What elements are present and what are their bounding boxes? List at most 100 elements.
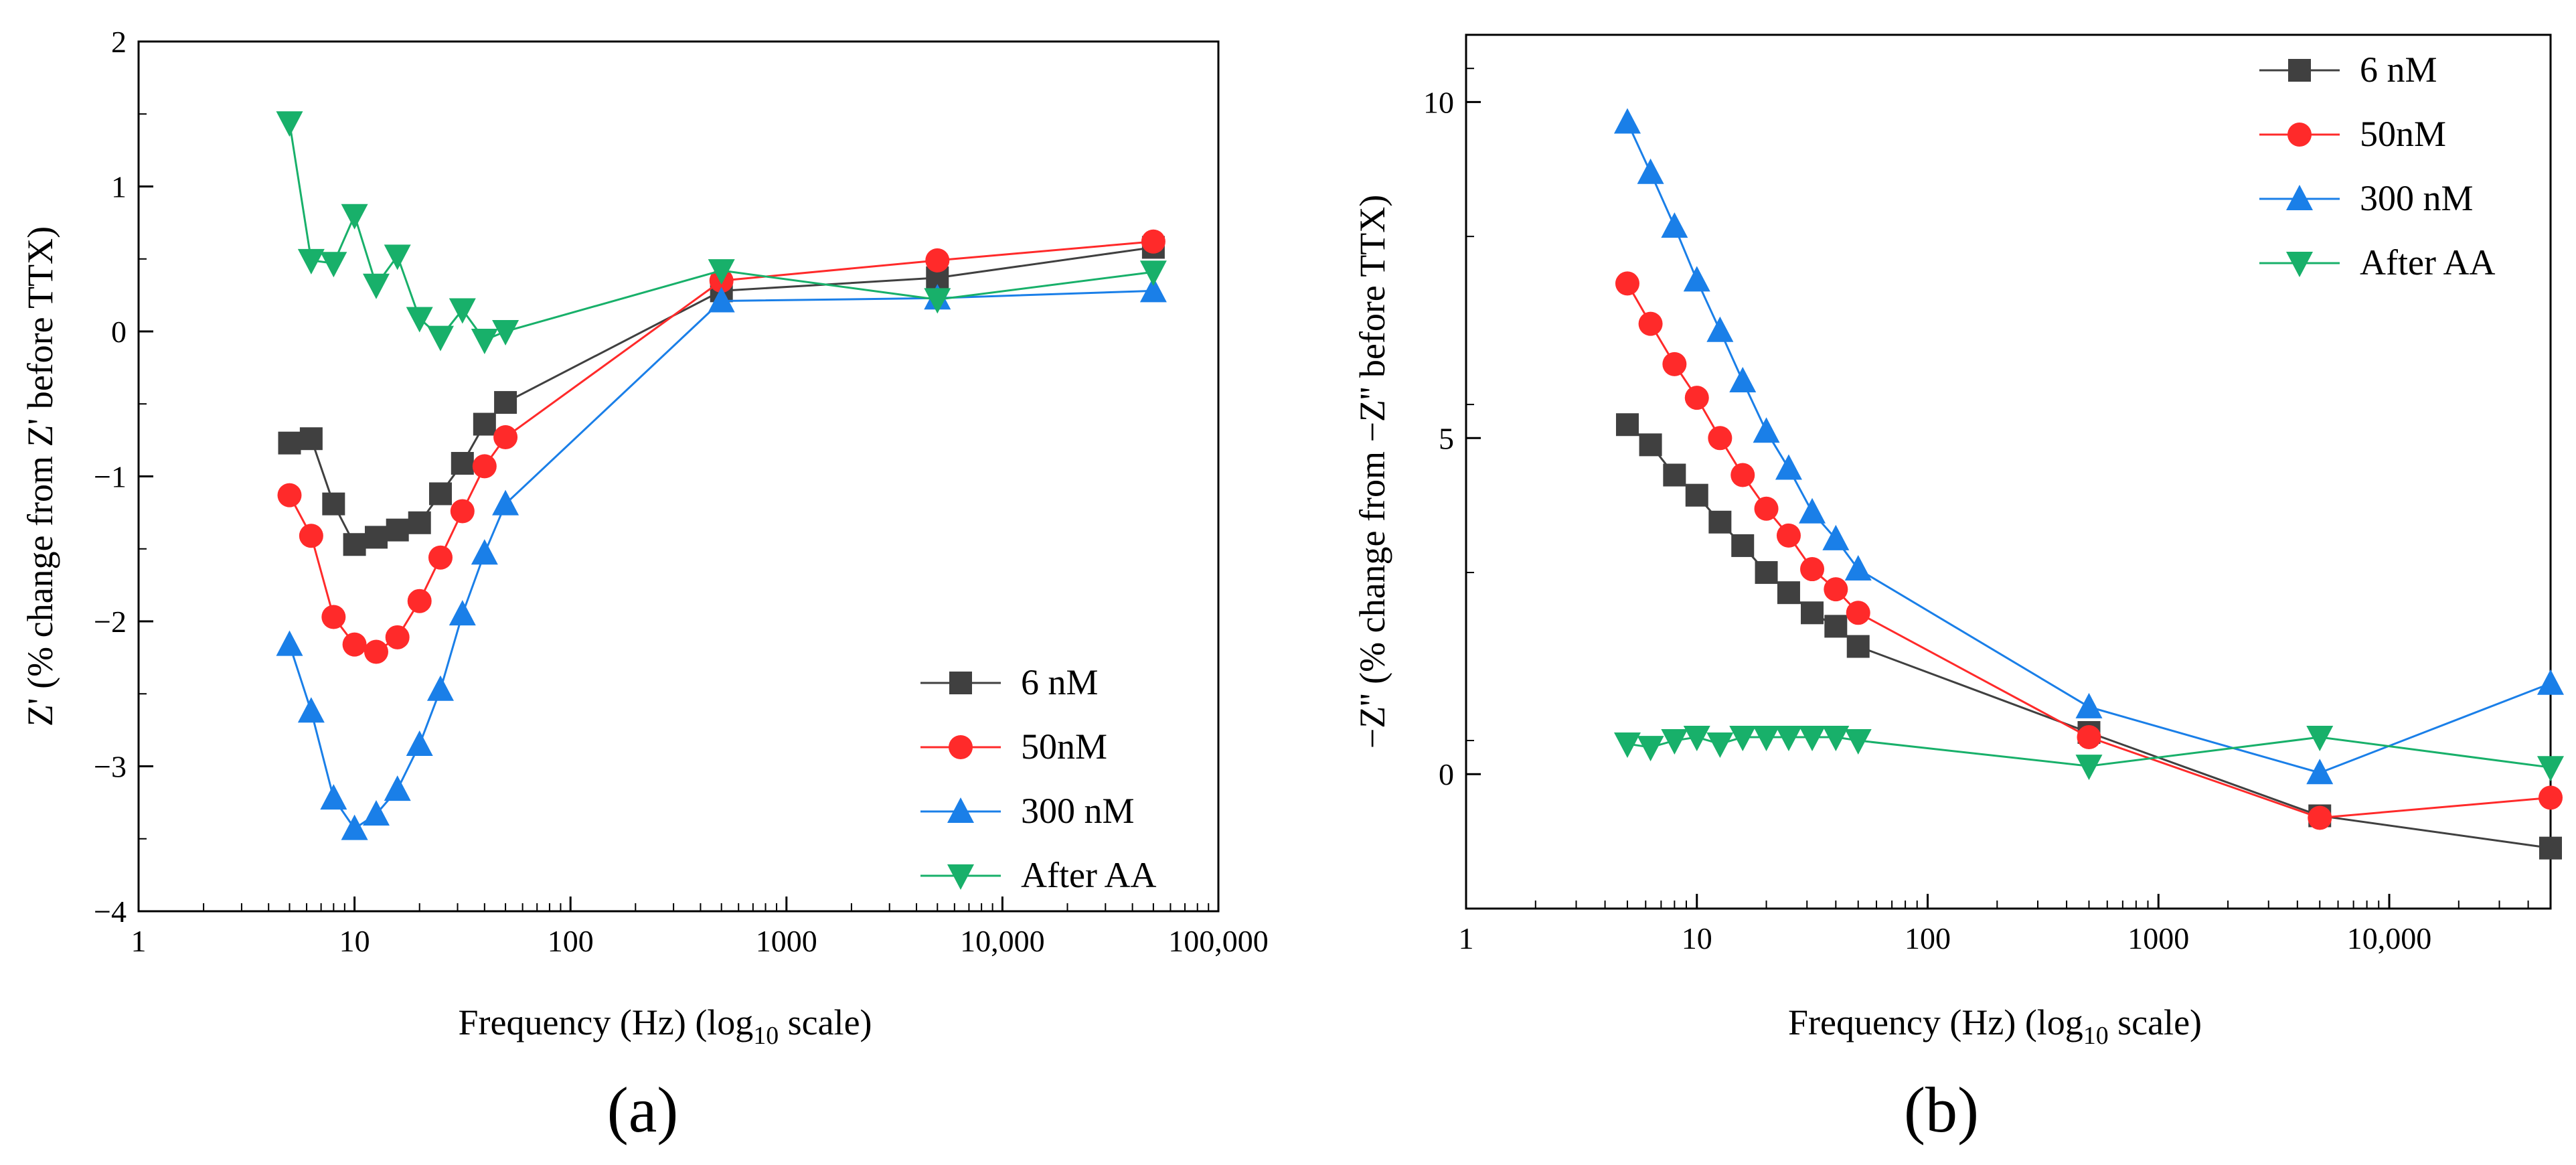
x-tick-label: 10,000 [2347,921,2432,955]
data-point [2537,669,2564,695]
x-axis-label-sub: 10 [2083,1022,2109,1050]
data-point [1775,726,1802,752]
data-point [1846,601,1870,625]
y-tick-label: 10 [1423,85,1454,119]
data-point [450,499,475,524]
data-point [1141,229,1165,254]
data-point [1801,601,1824,625]
legend: 6 nM 50nM 300 nM After AA [2259,50,2495,283]
data-point [473,412,496,436]
legend-label: 300 nM [1021,791,1135,831]
data-point [1615,413,1639,437]
series-50nm [277,229,1165,664]
x-tick-label: 1 [131,924,147,958]
data-point [1706,316,1734,342]
data-point [341,814,368,840]
data-point [471,328,498,354]
data-point [1613,732,1641,759]
data-point [1613,108,1641,134]
data-point [1683,266,1710,292]
data-point [1708,426,1733,451]
data-point [406,307,433,333]
data-point [384,244,411,270]
panel-label-a: (a) [607,1074,679,1146]
data-point [449,600,476,626]
data-point [494,391,517,414]
panel-label-b: (b) [1904,1074,1979,1146]
data-point [1639,433,1662,457]
data-point [1824,615,1848,638]
series-after-aa [276,111,1167,354]
data-point [384,775,411,801]
data-point [1684,386,1709,410]
data-point [2539,836,2562,860]
data-point [1824,577,1848,602]
x-tick-label: 10 [1682,921,1712,955]
data-point [449,298,476,324]
y-tick-label: −4 [94,895,127,929]
x-axis-label-sub: 10 [753,1022,779,1050]
legend-marker [947,864,974,890]
data-point [1706,732,1734,759]
chart-a: 1 10 100 1000 10,000 100,000 −4 −3 −2 −1 0 1 2 Freque… [20,25,1269,1050]
data-point [342,632,367,657]
data-point [492,320,519,345]
legend: 6 nM 50nM 300 nM After AA [920,662,1156,895]
legend-marker [947,797,974,823]
legend-label: After AA [1021,855,1156,895]
data-point [1753,726,1780,752]
data-point [1637,158,1664,184]
data-point [278,431,301,455]
x-tick-label: 100,000 [1168,924,1269,958]
data-point [408,511,431,534]
legend-marker [949,735,973,759]
data-point [362,799,390,826]
data-point [1139,277,1167,303]
x-axis-label-tail: scale) [779,1002,872,1042]
data-point [1139,260,1167,287]
data-point [1663,463,1686,487]
data-point [2075,755,2103,781]
legend-label: 6 nM [1021,662,1099,702]
legend-label: After AA [2360,242,2495,283]
data-point [1799,726,1826,752]
data-point [276,630,303,656]
data-point [343,533,366,556]
y-tick-label: −2 [94,605,127,639]
data-point [320,784,347,810]
data-point [320,252,347,278]
data-point [299,427,323,451]
data-point [1822,524,1850,550]
data-point [386,518,409,542]
x-axis-label-main: Frequency (Hz) (log [1788,1002,2083,1042]
data-point [406,730,433,757]
x-axis-label-main: Frequency (Hz) (log [458,1002,753,1042]
x-tick-label: 10,000 [960,924,1045,958]
data-point [2077,725,2101,750]
data-point [1685,483,1708,507]
data-point [2537,756,2564,782]
x-tick-label: 1 [1459,921,1474,955]
data-point [1777,581,1800,605]
legend-marker [2286,252,2313,277]
data-point [1844,729,1872,755]
data-point [1638,311,1663,336]
data-point [472,454,497,479]
data-point [708,287,735,313]
x-tick-label: 10 [339,924,370,958]
data-point [297,248,325,275]
legend-marker [949,672,972,694]
data-point [426,675,454,701]
data-point [364,526,388,549]
data-point [1799,497,1826,524]
x-axis-label: Frequency (Hz) (log10 scale) [1788,1002,2202,1050]
x-tick-label: 1000 [2127,921,2189,955]
data-point [341,204,368,230]
data-point [2075,692,2103,718]
legend-marker [2288,59,2311,82]
data-point [428,545,453,570]
data-point [1754,496,1779,521]
data-point [1729,726,1757,752]
